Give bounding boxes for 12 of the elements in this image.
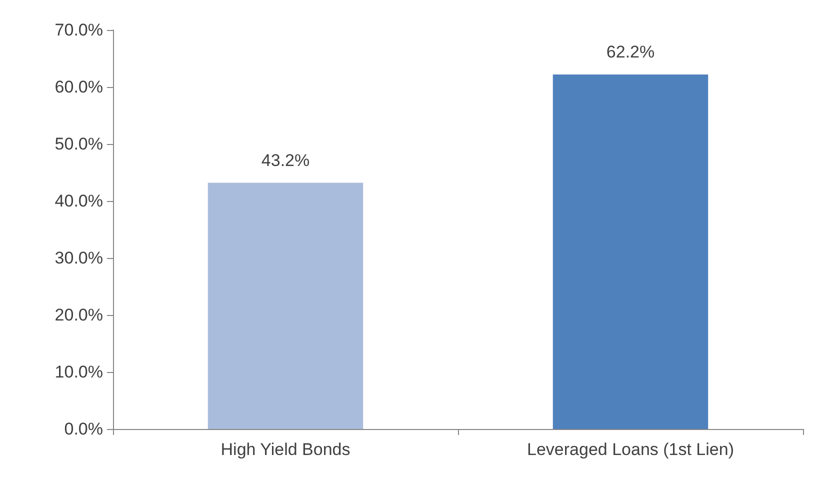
y-tick-label: 10.0%: [54, 362, 103, 382]
y-tick-label: 40.0%: [54, 192, 103, 210]
y-tick-label: 60.0%: [54, 78, 103, 96]
y-tick-label: 20.0%: [54, 306, 103, 324]
y-tick-label: 0.0%: [64, 420, 103, 438]
y-tick-label: 30.0%: [54, 248, 103, 268]
x-tick-label: Leveraged Loans (1st Lien): [527, 440, 734, 459]
y-tick-label: 50.0%: [54, 134, 103, 154]
y-tick-label: 70.0%: [54, 20, 103, 40]
data-label: 43.2%: [261, 150, 310, 170]
data-label: 62.2%: [606, 42, 655, 62]
x-tick-label: High Yield Bonds: [220, 440, 350, 459]
